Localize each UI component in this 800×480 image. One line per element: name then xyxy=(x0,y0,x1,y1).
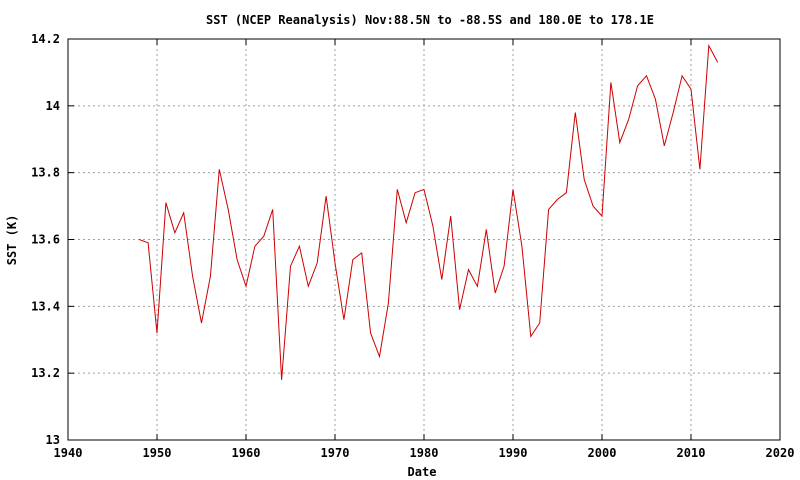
x-tick-label: 1990 xyxy=(499,446,528,460)
x-tick-label: 1970 xyxy=(321,446,350,460)
y-tick-label: 13.4 xyxy=(31,299,60,313)
x-tick-label: 2000 xyxy=(588,446,617,460)
series-group xyxy=(139,43,719,380)
y-tick-label: 13.8 xyxy=(31,166,60,180)
x-tick-label: 1980 xyxy=(410,446,439,460)
x-axis-label: Date xyxy=(408,465,437,479)
y-axis-label: SST (K) xyxy=(5,215,19,266)
x-tick-label: 2020 xyxy=(766,446,795,460)
grid-lines xyxy=(68,39,780,440)
y-tick-label: 13 xyxy=(46,433,60,447)
y-tick-label: 14 xyxy=(46,99,60,113)
y-axis-ticks: 13 13.2 13.4 13.6 13.8 14 14.2 xyxy=(31,32,780,447)
x-tick-label: 1940 xyxy=(54,446,83,460)
x-tick-label: 1950 xyxy=(143,446,172,460)
x-tick-label: 1960 xyxy=(232,446,261,460)
chart-title: SST (NCEP Reanalysis) Nov:88.5N to -88.5… xyxy=(206,13,654,27)
sst-series-line xyxy=(139,43,719,380)
y-tick-label: 13.2 xyxy=(31,366,60,380)
x-axis-ticks: 1940 1950 1960 1970 1980 1990 2000 2010 2020 xyxy=(54,39,795,460)
y-tick-label: 13.6 xyxy=(31,233,60,247)
x-tick-label: 2010 xyxy=(677,446,706,460)
y-tick-label: 14.2 xyxy=(31,32,60,46)
